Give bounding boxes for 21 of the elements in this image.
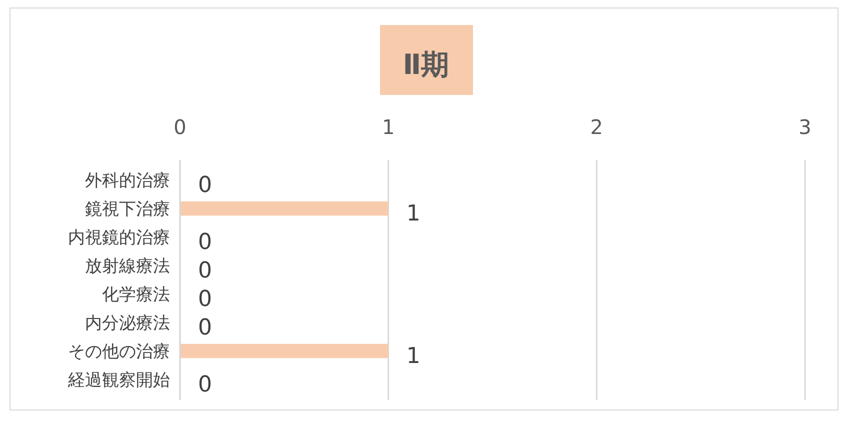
y-tick-label: 内視鏡的治療 [68,228,170,248]
data-label: 1 [406,202,420,226]
data-label: 0 [198,258,212,284]
data-label: 0 [198,173,212,198]
chart-title: Ⅱ期 [402,48,450,81]
y-tick-label: 内分泌療法 [85,314,170,334]
data-label: 0 [198,372,212,398]
data-label: 0 [198,230,212,255]
x-tick-label: 3 [798,115,812,139]
x-tick-label: 0 [174,115,186,139]
data-label: 1 [406,344,420,369]
y-tick-label: 鏡視下治療 [85,200,170,220]
x-tick-label: 2 [590,115,604,139]
y-tick-label: その他の治療 [68,342,170,362]
y-tick-label: 外科的治療 [85,171,170,191]
y-tick-label: 化学療法 [102,285,170,305]
x-tick-label: 1 [382,115,395,139]
y-tick-label: 経過観察開始 [67,370,170,390]
data-label: 0 [198,287,212,312]
y-tick-label: 放射線療法 [85,256,170,276]
data-label: 0 [198,316,212,340]
